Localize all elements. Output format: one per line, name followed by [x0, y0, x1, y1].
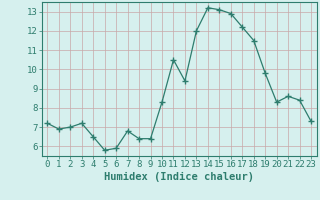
- X-axis label: Humidex (Indice chaleur): Humidex (Indice chaleur): [104, 172, 254, 182]
